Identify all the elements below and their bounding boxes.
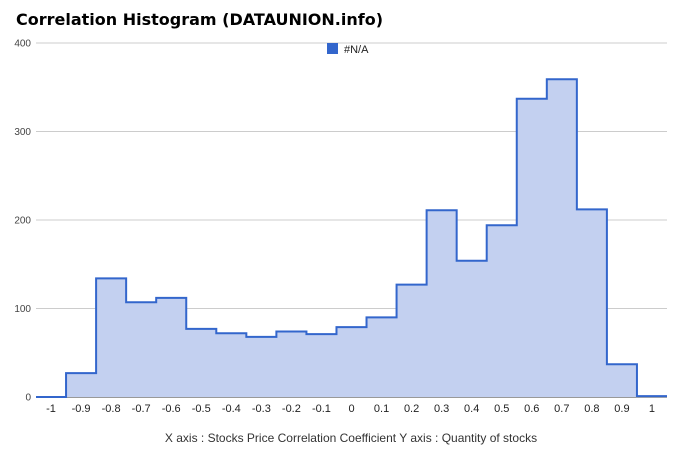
x-tick-label: 0.5 <box>494 403 509 415</box>
x-tick-label: -0.6 <box>162 403 181 415</box>
histogram-step <box>577 206 607 212</box>
y-tick-label: 400 <box>14 39 31 50</box>
histogram-step <box>487 222 517 228</box>
x-axis: -1 -0.9 -0.8 -0.7 -0.6 -0.5 -0.4 -0.3 -0.2 -0.1 0 0… <box>46 403 655 415</box>
histogram-step <box>216 330 246 336</box>
x-tick-label: 0.7 <box>554 403 569 415</box>
histogram-series-line <box>36 78 667 398</box>
x-tick-label: 0.8 <box>584 403 599 415</box>
y-tick-label: 200 <box>14 216 31 227</box>
histogram-step <box>457 258 487 264</box>
histogram-step <box>427 207 457 213</box>
histogram-step <box>156 295 186 301</box>
x-tick-label: 0.4 <box>464 403 479 415</box>
histogram-step <box>186 326 216 332</box>
y-tick-label: 100 <box>14 304 31 315</box>
y-tick-label: 300 <box>14 127 31 138</box>
histogram-step <box>246 334 276 340</box>
x-tick-label: -0.2 <box>282 403 301 415</box>
y-tick-label: 0 <box>25 393 31 404</box>
histogram-step <box>607 361 637 367</box>
histogram-step <box>126 299 156 305</box>
legend-label: #N/A <box>344 44 369 56</box>
histogram-step <box>517 96 547 102</box>
x-tick-label: 0.9 <box>614 403 629 415</box>
x-tick-label: -0.5 <box>192 403 211 415</box>
x-axis-label: X axis : Stocks Price Correlation Coeffi… <box>165 431 537 445</box>
histogram-step <box>637 393 667 399</box>
x-tick-label: 0.2 <box>404 403 419 415</box>
x-tick-label: 0.3 <box>434 403 449 415</box>
legend-swatch <box>327 43 338 54</box>
x-tick-label: -0.7 <box>132 403 151 415</box>
histogram-step <box>367 314 397 320</box>
x-tick-label: -0.9 <box>72 403 91 415</box>
x-tick-label: 1 <box>649 403 655 415</box>
x-tick-label: -0.8 <box>102 403 121 415</box>
histogram-step <box>96 275 126 281</box>
x-tick-label: -0.4 <box>222 403 241 415</box>
chart-title: Correlation Histogram (DATAUNION.info) <box>16 10 383 29</box>
histogram-step <box>336 324 366 330</box>
x-tick-label: -1 <box>46 403 56 415</box>
x-tick-label: 0 <box>348 403 354 415</box>
histogram-step <box>306 331 336 337</box>
histogram-step <box>276 329 306 335</box>
plot-area <box>36 76 667 400</box>
y-axis: 0 100 200 300 400 <box>14 39 31 404</box>
histogram-step <box>36 394 66 400</box>
histogram-area-fill <box>36 79 667 397</box>
x-tick-label: -0.1 <box>312 403 331 415</box>
histogram-step <box>547 76 577 82</box>
histogram-step <box>66 370 96 376</box>
x-tick-label: -0.3 <box>252 403 271 415</box>
x-tick-label: 0.6 <box>524 403 539 415</box>
legend: #N/A <box>327 43 369 56</box>
histogram-step <box>397 282 427 288</box>
x-tick-label: 0.1 <box>374 403 389 415</box>
